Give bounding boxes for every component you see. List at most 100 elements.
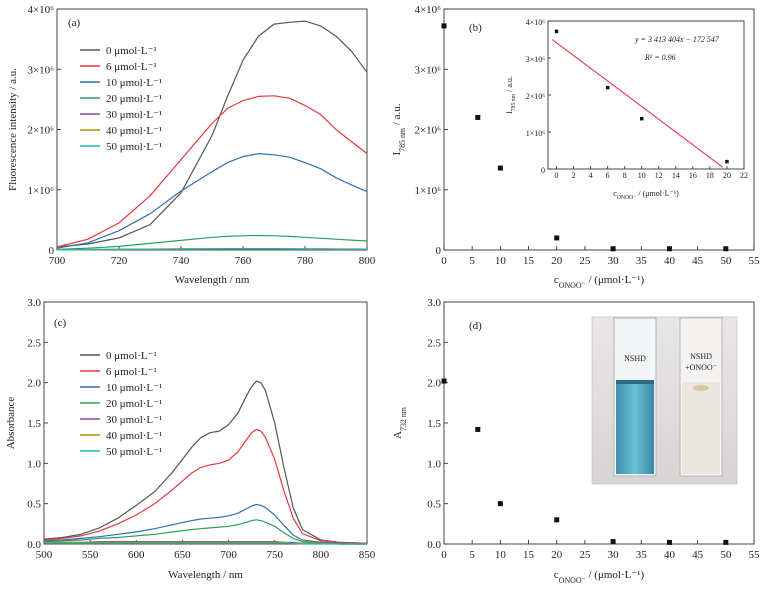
series-line-6 xyxy=(56,248,367,251)
clear-solution xyxy=(682,382,720,474)
data-point xyxy=(639,116,644,121)
y-tick-label: 4×10⁶ xyxy=(526,18,546,27)
x-tick-label: 16 xyxy=(689,171,697,180)
x-tick-label: 40 xyxy=(664,255,676,267)
panel-label: (d) xyxy=(469,320,482,332)
y-tick-label: 1.0 xyxy=(427,458,441,470)
y-tick-label: 1.5 xyxy=(427,418,441,430)
x-tick-label: 500 xyxy=(36,549,53,561)
blue-solution xyxy=(616,382,654,474)
x-tick-label: 750 xyxy=(266,549,283,561)
x-axis-label: cONOO⁻ / (μmol·L⁻¹) xyxy=(554,274,645,290)
data-point xyxy=(723,246,729,252)
y-tick-label: 0.0 xyxy=(427,539,441,551)
cuvette-right-label-2: +ONOO⁻ xyxy=(685,363,717,372)
x-tick-label: 720 xyxy=(111,255,128,267)
x-tick-label: 50 xyxy=(720,255,732,267)
x-tick-label: 800 xyxy=(359,255,376,267)
x-tick-label: 740 xyxy=(173,255,190,267)
x-tick-label: 800 xyxy=(313,549,330,561)
series-line-2 xyxy=(43,503,368,545)
x-tick-label: 55 xyxy=(749,549,761,561)
fit-line xyxy=(551,39,724,168)
panel-label: (a) xyxy=(68,17,81,29)
series-line-0 xyxy=(43,380,368,544)
x-tick-label: 50 xyxy=(720,549,732,561)
y-tick-label: 0.5 xyxy=(27,499,41,511)
panel-label: (b) xyxy=(469,22,482,34)
x-tick-label: 25 xyxy=(579,549,591,561)
x-axis-label: Wavelength / nm xyxy=(175,274,250,286)
x-tick-label: 0 xyxy=(441,549,447,561)
series-line-3 xyxy=(56,234,368,250)
y-tick-label: 0 xyxy=(541,166,545,175)
y-tick-label: 3×10⁶ xyxy=(414,64,441,76)
panel-a: 700 720 740 760 780 800 0 1×10⁶ 2×10⁶ 3×10⁶ 4×10⁶ 0… xyxy=(7,4,376,286)
data-point xyxy=(723,539,729,545)
y-tick-label: 4×10⁶ xyxy=(27,4,54,16)
series-line-1 xyxy=(56,95,368,248)
cuvette-right-label-1: NSHD xyxy=(690,352,712,361)
series-line-3 xyxy=(43,519,367,545)
y-tick-label: 2×10⁶ xyxy=(526,92,546,101)
legend-entry: 0 μmol·L⁻¹ xyxy=(106,45,157,57)
data-point xyxy=(605,85,610,90)
data-point xyxy=(666,246,672,252)
series-line-4 xyxy=(44,540,367,545)
panel-label: (c) xyxy=(54,317,67,329)
y-tick-label: 2.5 xyxy=(27,337,41,349)
x-tick-label: 5 xyxy=(469,255,475,267)
y-tick-label: 1×10⁶ xyxy=(526,129,546,138)
data-point xyxy=(441,378,447,384)
series-line-6 xyxy=(44,542,367,545)
x-tick-label: 700 xyxy=(220,549,237,561)
data-point xyxy=(554,235,560,241)
y-tick-label: 2.0 xyxy=(427,378,441,390)
x-tick-label: 25 xyxy=(579,255,591,267)
data-point xyxy=(554,517,560,523)
series-line-2 xyxy=(56,153,368,249)
x-tick-label: 850 xyxy=(359,549,376,561)
legend-entry: 30 μmol·L⁻¹ xyxy=(106,414,162,426)
residue xyxy=(693,385,709,391)
y-tick-label: 3×10⁶ xyxy=(526,55,546,64)
panel-d: 0 5 10 15 20 25 30 35 40 45 50 55 0.0 0.5 1.0 1.5 2.0 2.5… xyxy=(392,297,760,585)
x-tick-label: 760 xyxy=(235,255,252,267)
legend-entry: 10 μmol·L⁻¹ xyxy=(106,382,162,394)
x-tick-label: 35 xyxy=(636,549,648,561)
y-tick-label: 2×10⁶ xyxy=(27,125,54,137)
plot-frame xyxy=(56,8,368,251)
y-tick-label: 3.0 xyxy=(27,297,41,309)
x-tick-label: 14 xyxy=(672,171,680,180)
y-axis-label: A732 nm xyxy=(392,406,408,439)
x-tick-label: 40 xyxy=(664,549,676,561)
x-tick-label: 650 xyxy=(174,549,191,561)
data-point xyxy=(497,165,503,171)
x-tick-label: 780 xyxy=(297,255,314,267)
legend-entry: 20 μmol·L⁻¹ xyxy=(106,398,162,410)
x-tick-label: 600 xyxy=(128,549,145,561)
legend-entry: 6 μmol·L⁻¹ xyxy=(106,366,157,378)
y-axis-label: Fluorescence intensity / a.u. xyxy=(7,68,19,191)
x-tick-label: 8 xyxy=(623,171,627,180)
series-line-0 xyxy=(56,20,368,248)
data-point xyxy=(666,539,672,545)
series-line-1 xyxy=(43,428,368,544)
data-point xyxy=(725,159,729,164)
x-tick-label: 6 xyxy=(606,171,610,180)
fit-r2: R² = 0.96 xyxy=(644,53,676,62)
y-tick-label: 3×10⁶ xyxy=(27,64,54,76)
x-tick-label: 700 xyxy=(49,255,66,267)
x-tick-label: 30 xyxy=(608,255,620,267)
legend-entry: 40 μmol·L⁻¹ xyxy=(106,125,162,137)
y-tick-label: 0.5 xyxy=(427,499,441,511)
x-tick-label: 35 xyxy=(636,255,648,267)
y-tick-label: 2.0 xyxy=(27,378,41,390)
y-axis-label: Absorbance xyxy=(5,397,17,450)
y-axis-label: I785 nm / a.u. xyxy=(391,103,407,155)
x-tick-label: 550 xyxy=(82,549,99,561)
x-axis-label: Wavelength / nm xyxy=(168,569,243,581)
x-tick-label: 18 xyxy=(706,171,714,180)
x-tick-label: 20 xyxy=(551,255,563,267)
